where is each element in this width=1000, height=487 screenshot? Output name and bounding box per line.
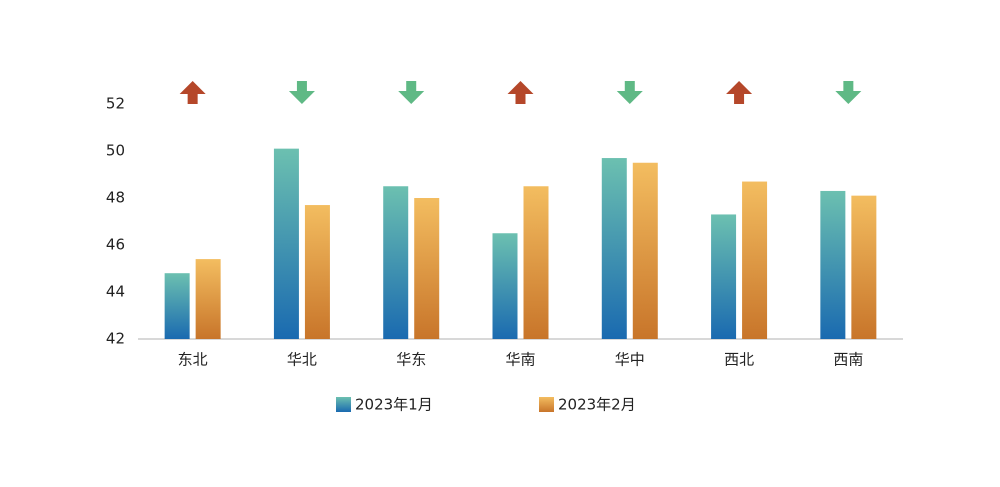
x-tick-label: 东北	[178, 351, 208, 369]
x-tick-label: 华南	[505, 351, 535, 369]
bar	[711, 214, 737, 339]
legend-swatch	[336, 397, 351, 412]
x-tick-label: 西南	[833, 351, 863, 369]
increase-arrow	[507, 81, 534, 104]
bar	[632, 162, 658, 339]
bar	[164, 273, 190, 339]
x-tick-label: 西北	[724, 351, 754, 369]
bar	[742, 181, 768, 339]
bar	[492, 233, 518, 339]
legend-label: 2023年1月	[355, 396, 433, 414]
y-tick-label: 44	[106, 283, 125, 301]
legend-swatch	[539, 397, 554, 412]
bar	[820, 190, 846, 339]
bar	[195, 259, 221, 339]
bar	[414, 198, 440, 339]
decrease-arrow	[835, 81, 862, 104]
decrease-arrow	[398, 81, 425, 104]
bar	[851, 195, 877, 339]
decrease-arrow	[616, 81, 643, 104]
bar	[601, 158, 627, 339]
y-tick-label: 42	[106, 330, 125, 348]
bar	[523, 186, 549, 339]
x-tick-label: 华中	[615, 351, 645, 369]
y-tick-label: 52	[106, 95, 125, 113]
legend-label: 2023年2月	[558, 396, 636, 414]
y-tick-label: 46	[106, 236, 125, 254]
y-tick-label: 48	[106, 189, 125, 207]
increase-arrow	[726, 81, 753, 104]
bar	[273, 148, 299, 339]
bar	[304, 205, 330, 339]
increase-arrow	[179, 81, 206, 104]
x-tick-label: 华北	[287, 351, 317, 369]
bar	[383, 186, 409, 339]
x-tick-label: 华东	[396, 351, 426, 369]
decrease-arrow	[288, 81, 315, 104]
y-tick-label: 50	[106, 142, 125, 160]
